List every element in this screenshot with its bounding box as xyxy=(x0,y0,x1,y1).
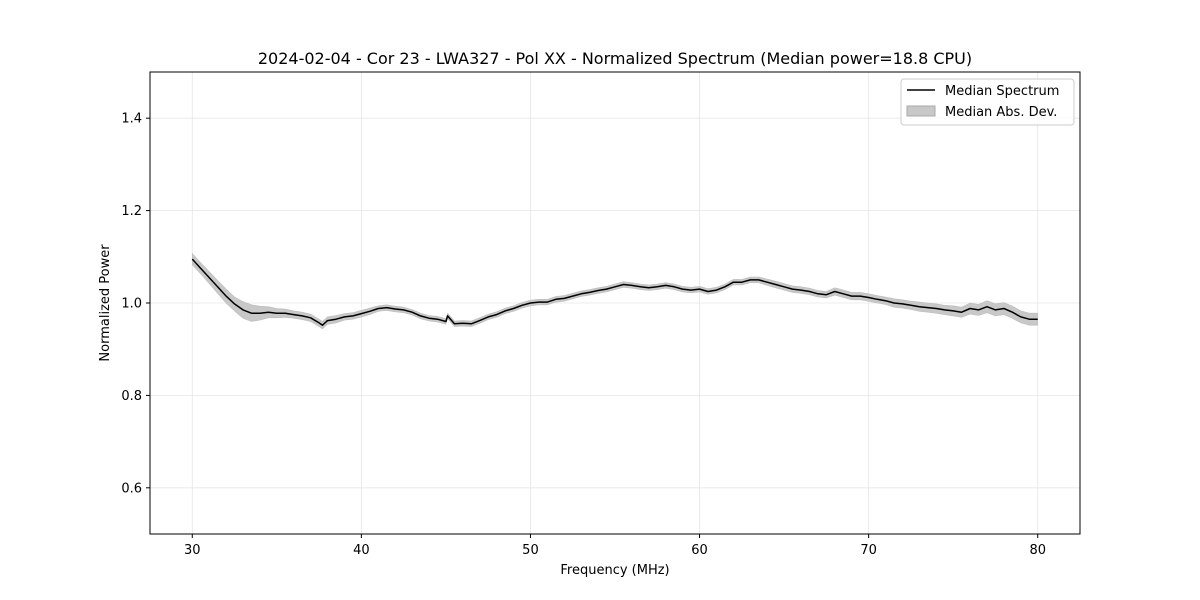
y-tick-label: 1.4 xyxy=(121,112,142,127)
legend-box xyxy=(900,78,1075,126)
median-spectrum-line xyxy=(191,258,1038,326)
x-axis-label: Frequency (MHz) xyxy=(560,563,669,578)
legend: Median Spectrum Median Abs. Dev. xyxy=(900,78,1075,126)
y-tick-label: 0.6 xyxy=(121,481,142,496)
y-tick-label: 1.2 xyxy=(121,204,142,219)
x-tick-label: 60 xyxy=(691,543,708,558)
chart-title: 2024-02-04 - Cor 23 - LWA327 - Pol XX - … xyxy=(258,49,972,68)
x-tick-label: 80 xyxy=(1029,543,1046,558)
x-tick-label: 40 xyxy=(353,543,370,558)
legend-label-median-spectrum: Median Spectrum xyxy=(945,84,1059,99)
y-tick-label: 0.8 xyxy=(121,389,142,404)
spectrum-line-layer xyxy=(191,258,1038,326)
y-axis-ticks: 0.6 0.8 1.0 1.2 1.4 xyxy=(121,112,150,496)
legend-band-swatch xyxy=(906,105,936,117)
x-tick-label: 30 xyxy=(184,543,201,558)
x-axis-ticks: 30 40 50 60 70 80 xyxy=(184,534,1046,558)
legend-label-median-abs-dev: Median Abs. Dev. xyxy=(945,105,1057,120)
x-tick-label: 50 xyxy=(522,543,539,558)
x-tick-label: 70 xyxy=(860,543,877,558)
y-tick-label: 1.0 xyxy=(121,297,142,312)
y-axis-label: Normalized Power xyxy=(98,244,113,362)
